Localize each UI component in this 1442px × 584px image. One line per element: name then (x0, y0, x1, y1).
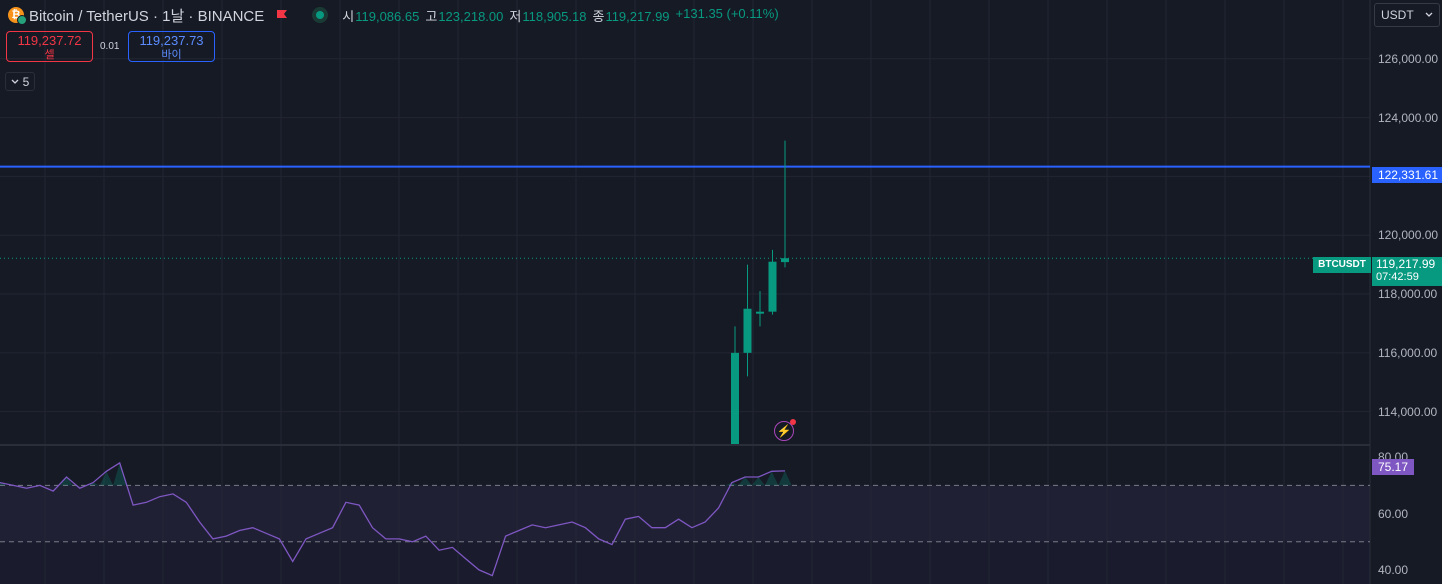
currency-value: USDT (1381, 8, 1414, 22)
candle-body (731, 352, 739, 444)
chevron-down-icon (1425, 12, 1433, 17)
last-price-tag: 119,217.99 07:42:59 (1372, 257, 1442, 286)
indicator-count: 5 (22, 74, 30, 89)
lightning-event-icon[interactable]: ⚡ (774, 419, 796, 441)
rsi-line (0, 461, 786, 577)
ohlc-value: 123,218.00 (438, 8, 504, 24)
price-tick-label: 126,000.00 (1378, 51, 1439, 66)
price-tick-label: 114,000.00 (1378, 404, 1438, 419)
market-status-icon[interactable] (312, 7, 329, 23)
ohlc-item: 종119,217.99 (592, 6, 669, 25)
sell-price: 119,237.72 (17, 33, 82, 48)
candle-body (756, 311, 764, 314)
ohlc-label: 고 (425, 8, 438, 24)
indicators-collapse-button[interactable]: 5 (5, 72, 35, 91)
last-price-label: 119,217.99 (1376, 257, 1436, 271)
ohlc-values: 시119,086.65 고123,218.00 저118,905.18 종119,21… (342, 6, 778, 25)
rsi-tick-label: 60.00 (1378, 506, 1409, 521)
ohlc-value: +131.35 (+0.11%) (675, 5, 779, 21)
buy-price: 119,237.73 (139, 33, 204, 48)
rsi-lower-band (0, 541, 1370, 584)
buy-label: 바이 (161, 49, 182, 61)
ohlc-item: 시119,086.65 (342, 6, 419, 25)
ohlc-item: +131.35 (+0.11%) (676, 6, 779, 25)
price-tick-label: 116,000.00 (1378, 345, 1438, 360)
rsi-band (0, 485, 1370, 542)
bar-countdown: 07:42:59 (1376, 271, 1419, 283)
ohlc-value: 118,905.18 (522, 8, 587, 24)
candle-body (768, 261, 777, 312)
ohlc-label: 종 (592, 8, 605, 24)
rsi-overbought-fill (0, 462, 792, 486)
ohlc-value: 119,217.99 (605, 8, 670, 24)
bitcoin-icon: ₿ (8, 7, 27, 25)
spread-value: 0.01 (100, 41, 120, 52)
candle-body (781, 258, 789, 263)
ohlc-value: 119,086.65 (355, 8, 420, 24)
chevron-down-icon (11, 79, 19, 84)
price-tick-label: 118,000.00 (1378, 287, 1438, 302)
buy-button[interactable]: 119,237.73 바이 (128, 31, 215, 62)
symbol-title[interactable]: Bitcoin / TetherUS · 1날 · BINANCE (29, 7, 265, 25)
symbol-tag: BTCUSDT (1313, 257, 1371, 273)
ohlc-item: 고123,218.00 (425, 6, 503, 25)
currency-select[interactable]: USDT (1374, 3, 1440, 27)
chart-header: ₿ Bitcoin / TetherUS · 1날 · BINANCE 시119… (0, 0, 1370, 30)
candle-body (743, 308, 752, 353)
rsi-tick-label: 40.00 (1378, 562, 1409, 577)
price-tick-label: 124,000.00 (1378, 110, 1439, 125)
sell-label: 셀 (44, 49, 55, 61)
rsi-value-tag: 75.17 (1372, 459, 1414, 475)
ohlc-label: 저 (509, 8, 522, 24)
sell-button[interactable]: 119,237.72 셀 (6, 31, 93, 62)
price-tick-label: 120,000.00 (1378, 228, 1439, 243)
alert-price-tag[interactable]: 122,331.61 (1372, 167, 1442, 183)
flag-icon[interactable] (276, 9, 288, 21)
ohlc-label: 시 (342, 8, 355, 24)
ohlc-item: 저118,905.18 (509, 6, 586, 25)
